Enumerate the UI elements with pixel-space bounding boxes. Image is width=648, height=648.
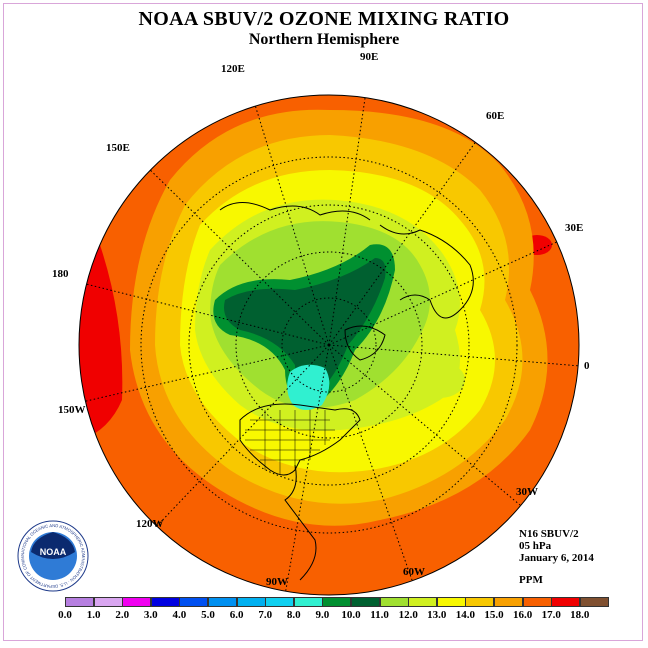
- colorbar-tick-label: 0.0: [58, 609, 72, 621]
- colorbar-swatch: [408, 597, 438, 607]
- colorbar-tick-label: 4.0: [172, 609, 187, 621]
- meridian-120e: [247, 95, 330, 346]
- us-state-lines: [245, 410, 335, 475]
- meridian-30e: [328, 235, 571, 346]
- colorbar-tick-label: 17.0: [541, 609, 561, 621]
- coast-central-america: [284, 464, 317, 581]
- map-border: [78, 94, 580, 596]
- colorbar-swatch: [150, 597, 180, 607]
- lon-label-120w: 120W: [136, 518, 164, 530]
- date-label: January 6, 2014: [519, 552, 594, 564]
- graticule: [79, 95, 579, 595]
- field-17ppm-pacific: [79, 245, 123, 445]
- lon-label-60w: 60W: [403, 566, 425, 578]
- field-12ppm-atlantic: [415, 362, 465, 398]
- meridian-150e: [139, 159, 330, 346]
- lat-70: [235, 251, 423, 439]
- meridian-90e: [328, 95, 371, 346]
- field-9ppm: [224, 258, 386, 398]
- colorbar-tick-label: 10.0: [341, 609, 361, 621]
- colorbar-swatch: [122, 597, 152, 607]
- colorbar-swatch: [65, 597, 95, 607]
- lon-label-120e: 120E: [221, 63, 245, 75]
- meridian-60w: [328, 344, 413, 581]
- colorbar-tick-label: 11.0: [370, 609, 389, 621]
- colorbar-swatch: [579, 597, 609, 607]
- colorbar-tick-label: 8.0: [286, 609, 301, 621]
- colorbar-tick-label: 13.0: [427, 609, 447, 621]
- meridian-60e: [328, 121, 491, 346]
- logo-bird-icon: [31, 532, 75, 559]
- colorbar-swatch: [265, 597, 295, 607]
- lon-label-0: 0: [584, 360, 590, 372]
- colorbar-swatch: [551, 597, 581, 607]
- lon-label-150w: 150W: [58, 404, 86, 416]
- colorbar-swatch: [436, 597, 466, 607]
- lon-label-180: 180: [52, 268, 69, 280]
- colorbar-swatch: [93, 597, 123, 607]
- colorbar-swatch: [293, 597, 323, 607]
- colorbar-tick-label: 18.0: [570, 609, 590, 621]
- colorbar-tick-label: 16.0: [512, 609, 533, 621]
- noaa-logo: NOAA NATIONAL OCEANIC AND ATMOSPHERIC AD…: [17, 520, 89, 592]
- colorbar-swatch: [351, 597, 381, 607]
- colorbar-swatch: [522, 597, 552, 607]
- us-state-grid: [245, 410, 335, 475]
- coastlines: [219, 202, 474, 581]
- lon-label-30e: 30E: [565, 222, 584, 234]
- coast-europe: [379, 224, 474, 319]
- lat-60: [188, 204, 470, 486]
- chart-title: NOAA SBUV/2 OZONE MIXING RATIO: [138, 8, 510, 30]
- lat-80: [281, 297, 377, 393]
- colorbar-tick-label: 2.0: [115, 609, 130, 621]
- field-8ppm: [287, 364, 330, 410]
- lon-label-60e: 60E: [486, 110, 505, 122]
- colorbar-swatch: [179, 597, 209, 607]
- colorbar-tick-label: 1.0: [86, 609, 101, 621]
- figure-frame: [3, 3, 643, 641]
- colorbar-tick-label: 9.0: [315, 609, 330, 621]
- coast-siberia: [219, 202, 371, 221]
- lon-label-90w: 90W: [266, 576, 288, 588]
- unit-label: PPM: [519, 574, 543, 586]
- chart-subtitle: Northern Hemisphere: [248, 31, 400, 48]
- instrument-label: N16 SBUV/2: [519, 528, 579, 540]
- lon-label-90e: 90E: [360, 51, 379, 63]
- colorbar-swatch: [236, 597, 266, 607]
- meridian-180: [79, 281, 330, 346]
- pressure-level-label: 05 hPa: [519, 540, 552, 552]
- colorbar-tick-label: 14.0: [455, 609, 476, 621]
- lon-label-30w: 30W: [516, 486, 538, 498]
- colorbar-tick-label: 5.0: [201, 609, 215, 621]
- colorbar-tick-label: 7.0: [258, 609, 273, 621]
- colorbar-swatch: [379, 597, 409, 607]
- logo-text: NOAA: [40, 547, 67, 557]
- colorbar-swatch: [208, 597, 238, 607]
- lat-50: [140, 156, 518, 534]
- colorbar-swatch: [322, 597, 352, 607]
- coast-north-america: [239, 403, 361, 476]
- lon-label-150e: 150E: [106, 142, 130, 154]
- meridian-30w: [328, 344, 521, 506]
- colorbar-swatch: [465, 597, 495, 607]
- ozone-field: [79, 95, 579, 595]
- colorbar-tick-label: 12.0: [398, 609, 418, 621]
- coast-greenland: [344, 325, 386, 361]
- colorbar-tick-label: 3.0: [143, 609, 158, 621]
- colorbar-swatch: [494, 597, 524, 607]
- colorbar-tick-label: 6.0: [229, 609, 244, 621]
- colorbar-tick-label: 15.0: [484, 609, 504, 621]
